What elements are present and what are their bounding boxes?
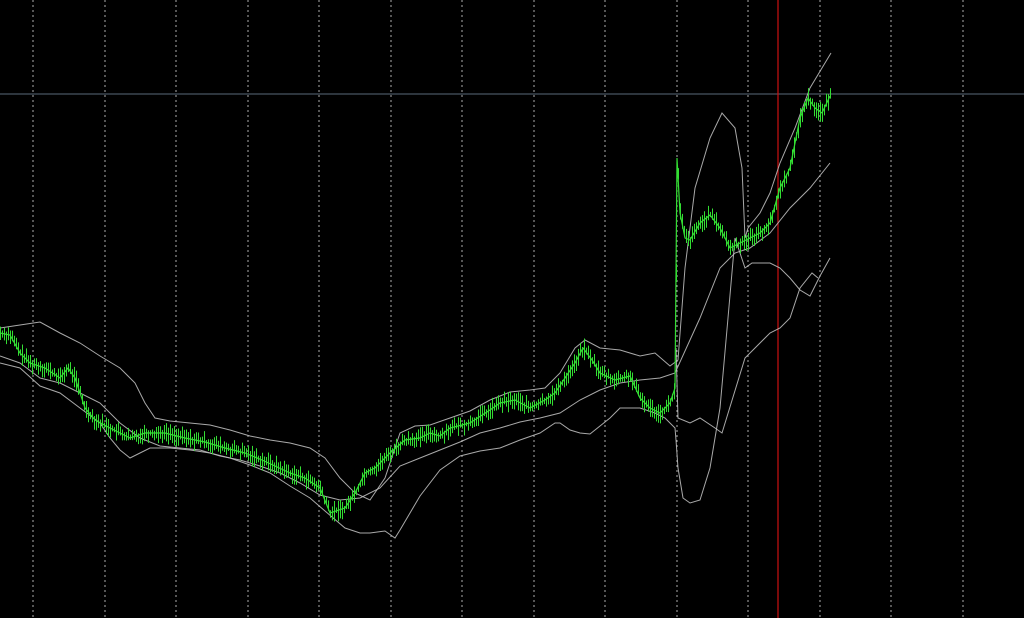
price-bars	[0, 88, 831, 522]
outer-band-line	[675, 272, 819, 434]
lower-band-line	[0, 237, 831, 539]
bollinger-bands	[0, 52, 832, 539]
upper-band-line	[0, 52, 832, 501]
vertical-grid-lines	[32, 0, 964, 618]
middle-band-line	[0, 162, 831, 501]
price-line	[0, 95, 831, 514]
